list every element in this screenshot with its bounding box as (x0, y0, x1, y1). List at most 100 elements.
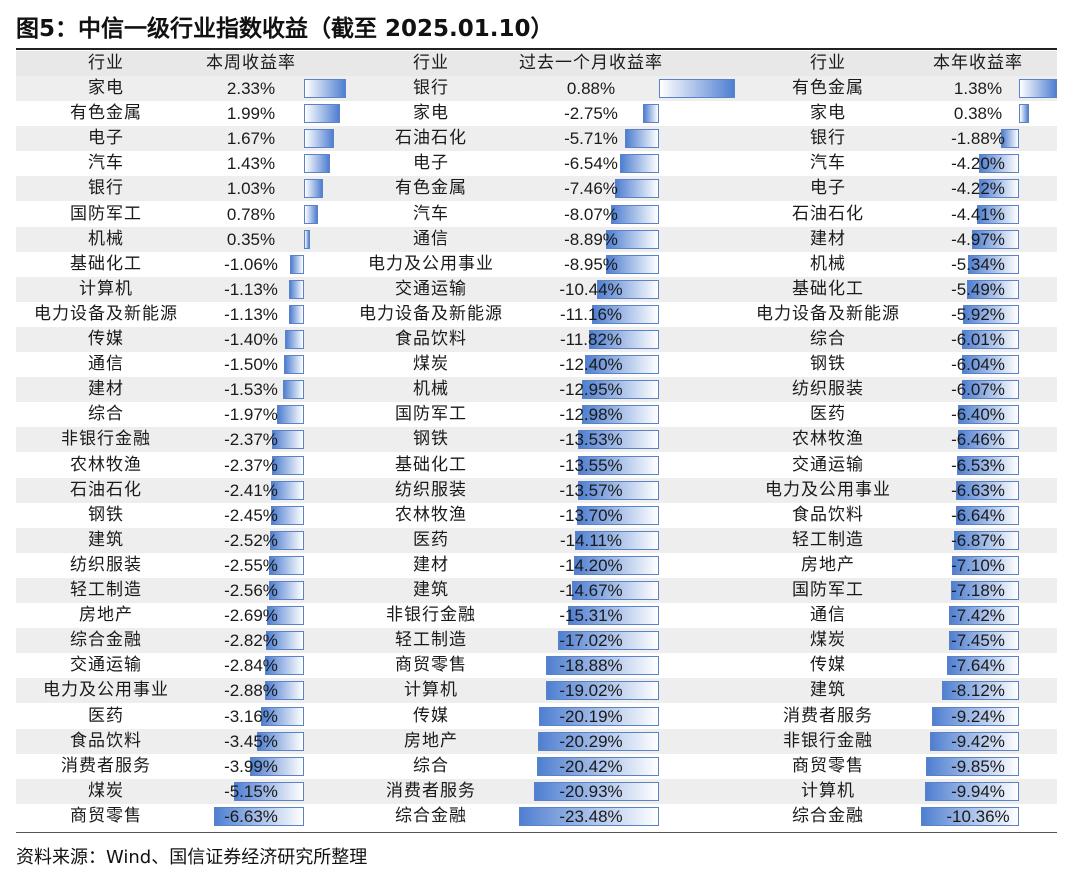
industry-name: 汽车 (88, 153, 124, 174)
row-stripe (16, 427, 1057, 453)
return-bar (267, 606, 304, 626)
return-value: -13.53% (559, 430, 623, 450)
industry-name: 非银行金融 (61, 429, 151, 450)
return-bar (234, 781, 304, 801)
return-value: -5.15% (224, 781, 278, 801)
return-bar (968, 254, 1019, 274)
row-stripe (16, 527, 1057, 553)
industry-name: 农林牧渔 (792, 429, 864, 450)
return-bar (304, 179, 323, 199)
industry-name: 煤炭 (413, 354, 449, 375)
return-bar (519, 806, 659, 826)
industry-name: 电力及公用事业 (43, 680, 169, 701)
return-value: -14.20% (559, 555, 623, 575)
return-value: -13.70% (559, 505, 623, 525)
return-value: -1.40% (224, 330, 278, 349)
industry-name: 电子 (810, 178, 846, 199)
industry-name: 建筑 (88, 529, 124, 550)
industry-name: 家电 (88, 78, 124, 98)
return-value: -3.45% (224, 731, 278, 751)
industry-name: 农林牧渔 (70, 454, 142, 475)
return-value: 0.38% (953, 104, 1003, 124)
return-value: -2.56% (224, 581, 278, 600)
industry-name: 家电 (810, 103, 846, 124)
return-bar (951, 555, 1019, 575)
return-bar (581, 380, 659, 400)
bottom-rule (16, 832, 1057, 833)
return-value: -6.53% (951, 455, 1005, 475)
return-value: -4.41% (951, 204, 1005, 224)
return-bar (610, 204, 659, 224)
return-bar (659, 79, 735, 98)
industry-name: 国防军工 (792, 580, 864, 600)
industry-name: 计算机 (801, 780, 855, 801)
return-bar (538, 731, 659, 751)
industry-name: 家电 (413, 103, 449, 124)
return-bar (289, 254, 304, 274)
return-bar (271, 455, 304, 475)
return-bar (265, 656, 304, 676)
industry-name: 机械 (88, 228, 124, 249)
industry-name: 轻工制造 (792, 529, 864, 550)
industry-name: 商贸零售 (792, 755, 864, 776)
return-bar (571, 581, 659, 600)
return-value: 1.99% (226, 104, 276, 124)
return-value: 1.03% (226, 179, 276, 199)
return-value: -9.42% (951, 731, 1005, 751)
return-value: -7.64% (951, 656, 1005, 676)
row-stripe (16, 678, 1057, 704)
return-bar (577, 505, 659, 525)
return-value: -2.55% (224, 555, 278, 575)
column-header-return: 本周收益率 (206, 53, 296, 73)
return-value: -8.12% (951, 681, 1005, 701)
return-value: -9.85% (951, 756, 1005, 776)
industry-name: 建筑 (810, 680, 846, 701)
column-header-industry: 行业 (88, 53, 124, 73)
return-bar (537, 756, 659, 776)
return-value: -6.07% (951, 380, 1005, 400)
return-value: 2.33% (226, 79, 276, 98)
return-value: -14.11% (559, 530, 623, 550)
column-header-industry: 行业 (413, 53, 449, 73)
return-value: -1.97% (224, 405, 278, 425)
row-stripe (16, 578, 1057, 603)
return-bar (954, 530, 1019, 550)
industry-name: 基础化工 (792, 278, 864, 299)
industry-name: 建材 (810, 228, 846, 249)
industry-name: 煤炭 (810, 630, 846, 651)
return-bar (961, 380, 1019, 400)
industry-name: 房地产 (801, 554, 855, 575)
return-bar (557, 631, 659, 651)
return-bar (963, 304, 1019, 324)
industry-name: 非银行金融 (783, 730, 873, 751)
column-header-return: 过去一个月收益率 (519, 53, 663, 73)
industry-name: 综合 (413, 755, 449, 776)
row-stripe (16, 276, 1057, 302)
return-bar (1001, 129, 1019, 149)
return-value: -1.50% (224, 355, 278, 375)
return-value: -6.04% (951, 355, 1005, 375)
industry-name: 纺织服装 (395, 479, 467, 500)
industry-name: 综合金融 (792, 805, 864, 826)
industry-name: 消费者服务 (386, 780, 476, 801)
return-bar (304, 129, 335, 149)
industry-name: 房地产 (404, 730, 458, 751)
return-value: -2.82% (224, 631, 278, 651)
return-value: -14.67% (559, 581, 623, 600)
return-value: -19.02% (559, 681, 623, 701)
return-value: -12.40% (559, 355, 623, 375)
return-bar (269, 581, 304, 600)
industry-name: 钢铁 (88, 504, 124, 525)
return-value: -1.13% (224, 304, 278, 324)
return-bar (924, 781, 1019, 801)
return-bar (277, 405, 304, 425)
return-bar (957, 430, 1019, 450)
return-value: -13.55% (559, 455, 623, 475)
industry-name: 建筑 (413, 580, 449, 600)
return-value: -3.99% (224, 756, 278, 776)
industry-name: 综合 (88, 404, 124, 425)
industry-name: 钢铁 (810, 354, 846, 375)
return-value: -2.41% (224, 480, 278, 500)
return-bar (257, 731, 304, 751)
industry-name: 计算机 (404, 680, 458, 701)
